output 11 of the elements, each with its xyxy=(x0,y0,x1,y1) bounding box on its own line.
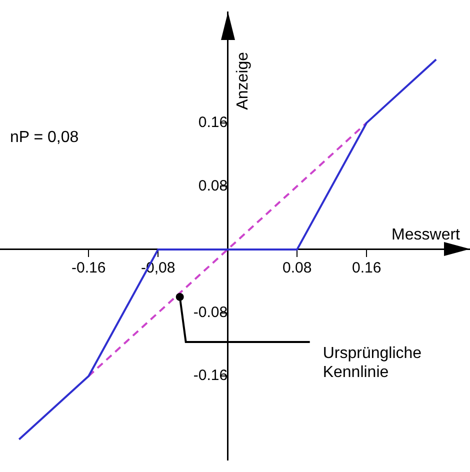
annotation: nP = 0,08 xyxy=(10,129,79,146)
y-axis-title: Anzeige xyxy=(234,52,252,110)
y-tick-label: 0.08 xyxy=(198,177,228,194)
x-tick-label: 0.16 xyxy=(352,260,382,277)
x-axis-title: Messwert xyxy=(392,226,461,244)
y-tick-label: -0.16 xyxy=(193,367,228,384)
x-tick-label: -0.16 xyxy=(72,260,106,277)
y-tick-label: 0.16 xyxy=(198,114,228,131)
y-tick-label: -0.08 xyxy=(193,304,228,321)
annotation: Ursprüngliche Kennlinie xyxy=(322,344,422,381)
x-tick-label: 0.08 xyxy=(282,260,312,277)
